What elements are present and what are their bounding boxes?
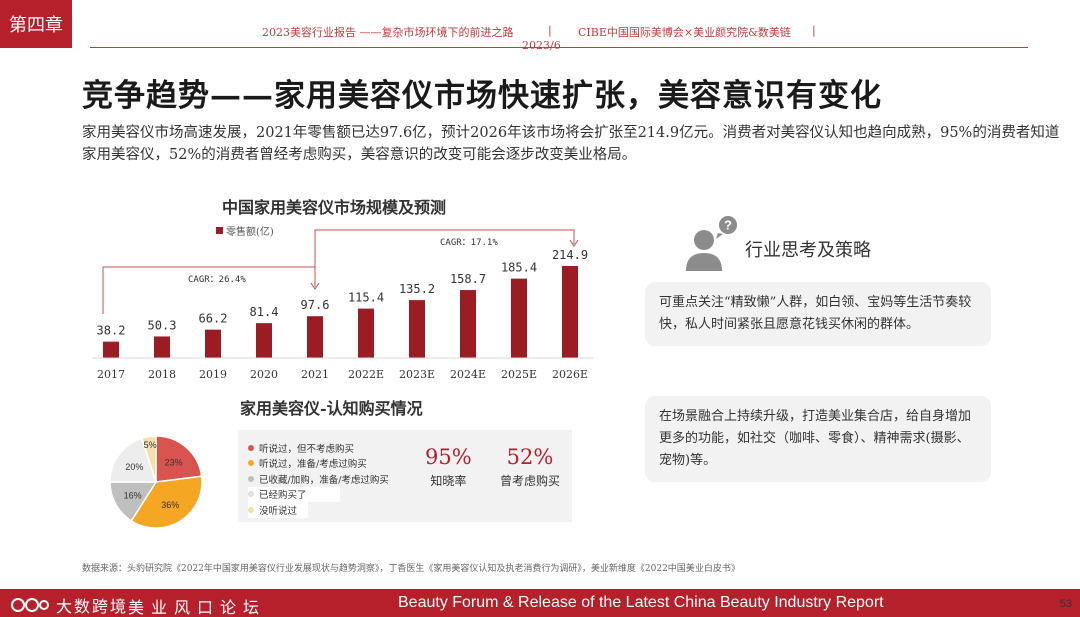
svg-text:?: ? <box>724 218 732 233</box>
legend-label: 已收藏/加购，准备/考虑过购买 <box>259 474 389 486</box>
awareness-stat: 95% 知晓率 <box>425 445 472 489</box>
cagr-bracket <box>314 229 575 267</box>
x-tick-label: 2024E <box>450 368 486 381</box>
awareness-pie-chart: 23% 36% 16% 20% 5% <box>109 435 203 529</box>
bar-value-label: 115.4 <box>348 291 384 305</box>
pie-slice <box>155 435 203 483</box>
legend-swatch <box>216 227 223 234</box>
watermark-logo-icon <box>11 598 49 612</box>
legend-label: 零售额(亿) <box>226 227 274 238</box>
x-tick-label: 2022E <box>348 368 384 381</box>
strategy-title: 行业思考及策略 <box>745 240 871 261</box>
thinking-person-icon: ? <box>686 216 737 271</box>
survey-title: 家用美容仪-认知购买情况 <box>240 399 423 418</box>
footer-report-name: Beauty Forum & Release of the Latest Chi… <box>398 594 884 611</box>
x-tick-label: 2025E <box>501 368 537 381</box>
legend-dot <box>248 444 254 451</box>
bar <box>103 341 119 358</box>
pie-slice-label: 36% <box>161 500 179 510</box>
header-divider <box>90 47 1028 48</box>
header-report-title: 2023美容行业报告 ——复杂市场环境下的前进之路 <box>262 26 514 39</box>
legend-dot <box>248 506 254 513</box>
legend-label: 听说过，但不考虑购买 <box>259 443 355 455</box>
header-publisher: CIBE中国国际美博会×美业颜究院&数美链 <box>578 26 791 39</box>
bar <box>460 290 476 358</box>
pie-slice <box>109 437 158 483</box>
watermark-text: 大数跨境 <box>56 597 129 616</box>
header-date: 2023/6 <box>522 39 561 52</box>
cagr-arrowhead <box>310 282 320 290</box>
x-tick-label: 2017 <box>97 368 125 381</box>
pie-slice <box>130 475 203 529</box>
bar <box>358 308 374 358</box>
legend-dot <box>248 491 254 498</box>
chapter-tag: 第四章 <box>0 0 72 48</box>
pie-slice-label: 23% <box>165 457 183 467</box>
intro-paragraph: 家用美容仪市场高速发展，2021年零售额已达97.6亿，预计2026年该市场将会… <box>82 125 1060 163</box>
bar-value-label: 185.4 <box>501 261 537 275</box>
watermark: 大数跨境 <box>10 593 128 617</box>
cagr-label: CAGR：26.4% <box>188 275 246 285</box>
bar-value-label: 66.2 <box>199 312 228 326</box>
header-separator: | <box>548 24 552 37</box>
x-tick-label: 2018 <box>148 368 176 381</box>
bar <box>154 336 170 358</box>
awareness-rate-label: 知晓率 <box>430 474 467 488</box>
awareness-rate-value: 95% <box>425 445 472 469</box>
survey-legend-item: 听说过，准备/考虑过购买 <box>248 456 389 472</box>
survey-legend-item: 已收藏/加购，准备/考虑过购买 <box>248 471 389 487</box>
bar-chart-legend: 零售额(亿) <box>216 223 274 238</box>
bar-value-label: 50.3 <box>148 318 177 332</box>
bar-value-label: 158.7 <box>450 272 486 286</box>
bar-value-label: 97.6 <box>301 298 330 312</box>
page-number: 53 <box>1059 598 1072 610</box>
bar <box>256 323 272 358</box>
legend-dot <box>248 460 254 467</box>
bar-value-label: 214.9 <box>552 248 588 262</box>
survey-legend-item: 没听说过 <box>248 502 308 518</box>
pie-slice-label: 5% <box>144 440 157 450</box>
purchase-consideration-stat: 52% 曾考虑购买 <box>500 445 560 489</box>
pie-slice <box>140 435 157 483</box>
bar <box>409 300 425 358</box>
strategy-card-2: 在场景融合上持续升级，打造美业集合店，给自身增加更多的功能，如社交（咖啡、零食）… <box>645 396 991 482</box>
footer-bar: 大数跨境 美业风口论坛 Beauty Forum & Release of th… <box>0 589 1080 617</box>
strategy-card-1: 可重点关注“精致懒”人群，如白领、宝妈等生活节奏较快，私人时间紧张且愿意花钱买休… <box>645 282 991 346</box>
bar-value-label: 135.2 <box>399 282 435 296</box>
survey-legend-item: 已经购买了 <box>248 486 340 502</box>
page-title: 竞争趋势——家用美容仪市场快速扩张，美容意识有变化 <box>82 78 882 114</box>
survey-legend: 听说过，但不考虑购买 听说过，准备/考虑过购买已收藏/加购，准备/考虑过购买 已经购… <box>248 440 389 518</box>
x-tick-label: 2021 <box>301 368 329 381</box>
bar <box>307 316 323 358</box>
cagr-arrowhead <box>569 239 579 247</box>
consideration-rate-value: 52% <box>506 445 554 469</box>
bar-value-label: 81.4 <box>250 305 279 319</box>
pie-slice-label: 16% <box>124 490 142 500</box>
legend-label: 已经购买了 <box>259 490 307 502</box>
bar <box>205 329 221 358</box>
bar <box>511 278 527 358</box>
x-tick-label: 2023E <box>399 368 435 381</box>
market-size-bar-chart: 38.2 2017 50.3 2018 66.2 2019 81.4 2020 97.6 2021… <box>92 229 593 381</box>
header-separator: | <box>812 24 816 37</box>
cagr-bracket <box>102 266 316 314</box>
survey-legend-item: 听说过，但不考虑购买 <box>248 440 389 456</box>
x-tick-label: 2026E <box>552 368 588 381</box>
pie-slice <box>109 481 158 522</box>
legend-label: 没听说过 <box>259 505 298 517</box>
legend-label: 听说过，准备/考虑过购买 <box>259 459 367 471</box>
bar <box>562 266 578 358</box>
x-tick-label: 2020 <box>250 368 278 381</box>
bar-value-label: 38.2 <box>97 324 126 338</box>
consideration-rate-label: 曾考虑购买 <box>500 474 561 488</box>
data-source-note: 数据来源：头豹研究院《2022年中国家用美容仪行业发展现状与趋势洞察》，丁香医生… <box>82 564 740 574</box>
footer-forum-name: 美业风口论坛 <box>128 598 267 617</box>
x-tick-label: 2019 <box>199 368 227 381</box>
bar-chart-title: 中国家用美容仪市场规模及预测 <box>222 198 447 217</box>
pie-slice-label: 20% <box>125 462 143 472</box>
legend-dot <box>248 475 254 482</box>
cagr-label: CAGR：17.1% <box>440 238 498 248</box>
